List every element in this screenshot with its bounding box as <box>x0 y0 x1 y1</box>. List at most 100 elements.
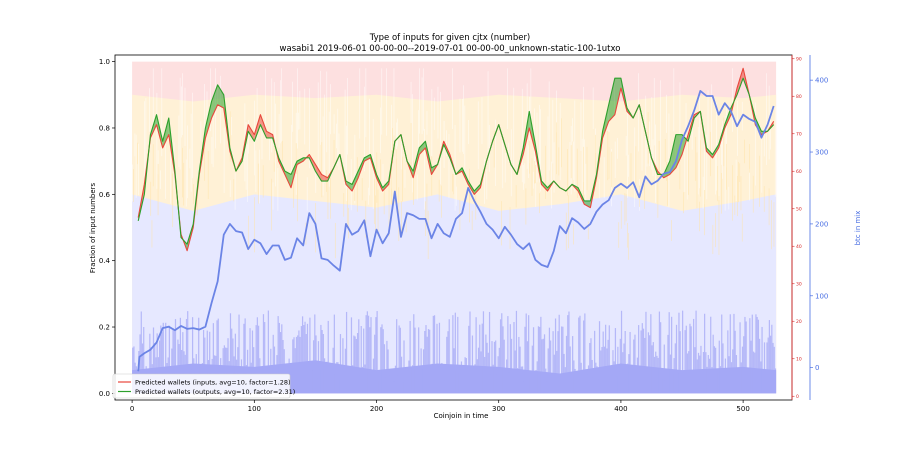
coinjoin-bar-bottom <box>727 330 729 394</box>
coinjoin-bar-orange <box>388 182 390 237</box>
coinjoin-bar-bottom <box>539 326 541 394</box>
coinjoin-bar-bottom <box>306 323 309 394</box>
coinjoin-bar-bottom <box>685 325 687 394</box>
coinjoin-bar-bottom <box>595 362 597 394</box>
coinjoin-bar-bottom <box>602 331 604 394</box>
coinjoin-bar-bottom <box>622 352 624 394</box>
coinjoin-bar-bottom <box>482 311 485 394</box>
coinjoin-bar-orange <box>534 161 535 184</box>
y-tick-label: 0.2 <box>99 324 110 332</box>
coinjoin-bar-white <box>697 127 699 195</box>
coinjoin-bar-bottom <box>640 330 642 394</box>
coinjoin-bar-bottom <box>132 347 134 394</box>
coinjoin-bar-bottom <box>321 330 323 394</box>
coinjoin-bar-bottom <box>349 369 351 394</box>
coinjoin-bar-white <box>144 101 146 192</box>
coinjoin-bar-white <box>156 92 158 189</box>
coinjoin-bar-white <box>706 134 708 200</box>
coinjoin-bar-bottom <box>493 341 496 394</box>
coinjoin-bar-bottom <box>364 364 366 394</box>
coinjoin-bar-bottom <box>752 351 755 394</box>
coinjoin-bar-orange <box>568 195 569 249</box>
coinjoin-bar-white <box>298 112 300 130</box>
coinjoin-bar-bottom <box>206 330 208 394</box>
coinjoin-bar-bottom <box>724 358 727 394</box>
coinjoin-bar-orange <box>347 188 348 226</box>
coinjoin-bar-bottom <box>575 376 577 394</box>
coinjoin-bar-bottom <box>606 348 608 394</box>
x-tick-label: 500 <box>736 405 749 413</box>
coinjoin-bar-bottom <box>363 328 365 394</box>
coinjoin-bar-white <box>666 94 667 133</box>
coinjoin-bar-bottom <box>677 373 679 394</box>
coinjoin-bar-orange <box>721 172 722 214</box>
coinjoin-bar-bottom <box>399 327 401 394</box>
coinjoin-bar-bottom <box>138 350 140 394</box>
coinjoin-bar-white <box>421 77 423 135</box>
difference-fill <box>608 78 615 122</box>
coinjoin-bar-bottom <box>246 349 249 394</box>
coinjoin-bar-bottom <box>191 317 194 394</box>
coinjoin-bar-white <box>523 165 524 190</box>
coinjoin-bar-white <box>191 92 193 179</box>
coinjoin-bar-white <box>770 110 771 150</box>
coinjoin-bar-bottom <box>589 342 591 394</box>
coinjoin-bar-bottom <box>759 338 761 394</box>
difference-fill <box>584 200 591 208</box>
coinjoin-bar-white <box>410 81 412 163</box>
coinjoin-bar-bottom <box>227 338 229 394</box>
coinjoin-bar-orange <box>136 142 138 165</box>
coinjoin-bar-white <box>726 105 727 168</box>
coinjoin-bar-white <box>223 127 225 194</box>
coinjoin-bar-bottom <box>290 376 293 394</box>
coinjoin-bar-bottom <box>763 342 766 394</box>
y2-tick-label: 0 <box>815 364 819 372</box>
coinjoin-bar-bottom <box>174 319 177 394</box>
coinjoin-bar-bottom <box>460 361 463 394</box>
coinjoin-bar-bottom <box>319 369 321 394</box>
coinjoin-bar-white <box>462 98 463 152</box>
coinjoin-bar-orange <box>620 201 622 229</box>
coinjoin-bar-orange <box>427 210 429 260</box>
coinjoin-bar-white <box>306 177 308 211</box>
coinjoin-bar-bottom <box>177 339 179 394</box>
coinjoin-bar-bottom <box>168 325 170 394</box>
coinjoin-bar-orange <box>696 152 698 209</box>
coinjoin-bar-bottom <box>212 323 214 394</box>
coinjoin-bar-white <box>189 148 191 169</box>
coinjoin-bar-white <box>530 68 532 136</box>
coinjoin-bar-orange <box>595 134 596 175</box>
coinjoin-bar-bottom <box>509 324 511 394</box>
coinjoin-bar-bottom <box>421 369 423 394</box>
coinjoin-bar-orange <box>630 153 632 182</box>
coinjoin-bar-bottom <box>383 344 386 394</box>
coinjoin-bar-orange <box>726 143 727 190</box>
coinjoin-bar-bottom <box>737 375 739 394</box>
coinjoin-bar-bottom <box>429 329 431 394</box>
coinjoin-bar-bottom <box>548 327 551 394</box>
coinjoin-bar-bottom <box>426 336 428 394</box>
coinjoin-bar-bottom <box>498 347 500 394</box>
coinjoin-bar-bottom <box>341 365 343 394</box>
coinjoin-bar-bottom <box>537 326 540 394</box>
coinjoin-bar-orange <box>570 145 572 179</box>
coinjoin-bar-bottom <box>405 372 408 394</box>
coinjoin-bar-white <box>464 105 466 180</box>
coinjoin-bar-orange <box>567 149 568 196</box>
coinjoin-bar-white <box>686 142 688 200</box>
coinjoin-bar-white <box>548 81 550 171</box>
coinjoin-bar-white <box>452 68 453 130</box>
coinjoin-bar-bottom <box>601 346 603 394</box>
coinjoin-bar-white <box>178 115 180 168</box>
x-tick-label: 100 <box>248 405 261 413</box>
coinjoin-bar-bottom <box>556 350 558 394</box>
y2-axis-label: btc in mix <box>854 211 862 246</box>
coinjoin-bar-bottom <box>673 358 675 394</box>
coinjoin-bar-white <box>645 95 647 180</box>
coinjoin-bar-bottom <box>734 330 736 394</box>
coinjoin-bar-white <box>369 98 370 196</box>
coinjoin-bar-bottom <box>518 336 520 394</box>
coinjoin-bar-bottom <box>314 314 316 394</box>
coinjoin-bar-bottom <box>255 325 257 394</box>
coinjoin-bar-white <box>220 75 221 144</box>
